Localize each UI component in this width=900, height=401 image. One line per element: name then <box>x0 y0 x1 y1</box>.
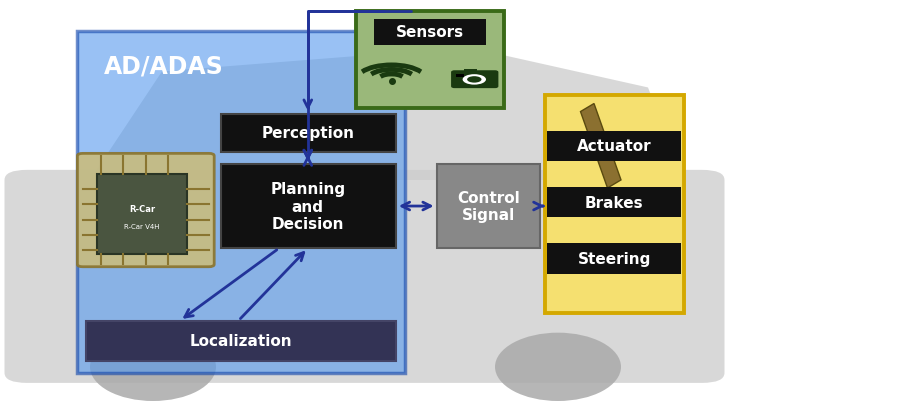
FancyBboxPatch shape <box>220 114 396 152</box>
Text: R-Car: R-Car <box>129 204 156 213</box>
FancyBboxPatch shape <box>547 188 681 218</box>
Text: Steering: Steering <box>578 251 651 266</box>
Ellipse shape <box>467 77 482 83</box>
Polygon shape <box>90 48 684 180</box>
FancyBboxPatch shape <box>547 244 681 274</box>
FancyBboxPatch shape <box>356 12 504 108</box>
Text: Sensors: Sensors <box>396 25 464 41</box>
FancyBboxPatch shape <box>77 154 214 267</box>
FancyBboxPatch shape <box>452 72 498 88</box>
FancyBboxPatch shape <box>547 132 681 162</box>
FancyBboxPatch shape <box>4 170 724 383</box>
Text: R-Car V4H: R-Car V4H <box>124 224 160 229</box>
Ellipse shape <box>90 333 216 401</box>
FancyBboxPatch shape <box>86 321 396 361</box>
Text: AD/ADAS: AD/ADAS <box>104 54 223 78</box>
FancyBboxPatch shape <box>456 75 464 78</box>
FancyBboxPatch shape <box>97 174 187 255</box>
FancyBboxPatch shape <box>544 96 684 313</box>
Text: Planning
and
Decision: Planning and Decision <box>270 182 346 231</box>
FancyBboxPatch shape <box>436 164 540 249</box>
FancyBboxPatch shape <box>374 20 486 46</box>
Text: Actuator: Actuator <box>577 139 652 154</box>
Text: Brakes: Brakes <box>585 195 644 210</box>
Polygon shape <box>580 104 621 188</box>
FancyBboxPatch shape <box>76 32 405 373</box>
Text: Control
Signal: Control Signal <box>457 190 520 223</box>
Text: Perception: Perception <box>261 126 355 141</box>
Ellipse shape <box>495 333 621 401</box>
FancyBboxPatch shape <box>464 70 477 74</box>
Ellipse shape <box>463 75 486 85</box>
Text: Localization: Localization <box>190 333 292 348</box>
FancyBboxPatch shape <box>220 164 396 249</box>
